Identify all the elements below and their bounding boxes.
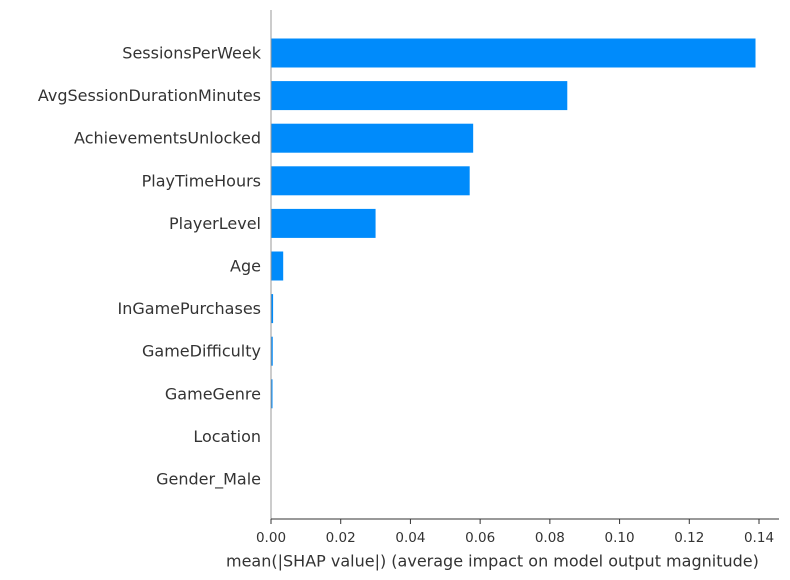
x-axis-title: mean(|SHAP value|) (average impact on mo… [226, 552, 759, 571]
x-tick-label: 0.06 [465, 530, 495, 546]
bar [271, 294, 274, 324]
category-label: PlayTimeHours [142, 171, 261, 190]
category-label: Age [230, 257, 261, 276]
category-label: InGamePurchases [118, 299, 261, 318]
category-label: Location [193, 427, 261, 446]
x-tick-label: 0.10 [605, 530, 635, 546]
category-label: GameGenre [165, 384, 261, 403]
bar [271, 123, 474, 153]
bar [271, 336, 273, 366]
category-labels: SessionsPerWeek AvgSessionDurationMinutes… [38, 44, 262, 490]
x-tick-label: 0.00 [256, 530, 286, 546]
x-tick-label: 0.14 [744, 530, 774, 546]
bar [271, 379, 273, 409]
category-label: AchievementsUnlocked [74, 129, 261, 148]
category-label: AvgSessionDurationMinutes [38, 86, 261, 105]
bar [271, 38, 756, 68]
category-label: PlayerLevel [169, 214, 261, 233]
bar [271, 251, 284, 281]
x-tick-label: 0.02 [326, 530, 356, 546]
bar [271, 208, 376, 238]
category-label: Gender_Male [156, 470, 261, 490]
category-label: SessionsPerWeek [122, 44, 261, 63]
category-label: GameDifficulty [142, 342, 261, 361]
x-tick-label: 0.12 [674, 530, 704, 546]
bar [271, 81, 568, 111]
bar [271, 166, 470, 196]
x-tick-label: 0.04 [395, 530, 425, 546]
x-tick-label: 0.08 [535, 530, 565, 546]
x-axis-ticks: 0.00 0.02 0.04 0.06 0.08 0.10 0.12 0.14 [256, 519, 774, 546]
bars-layer [271, 38, 756, 409]
